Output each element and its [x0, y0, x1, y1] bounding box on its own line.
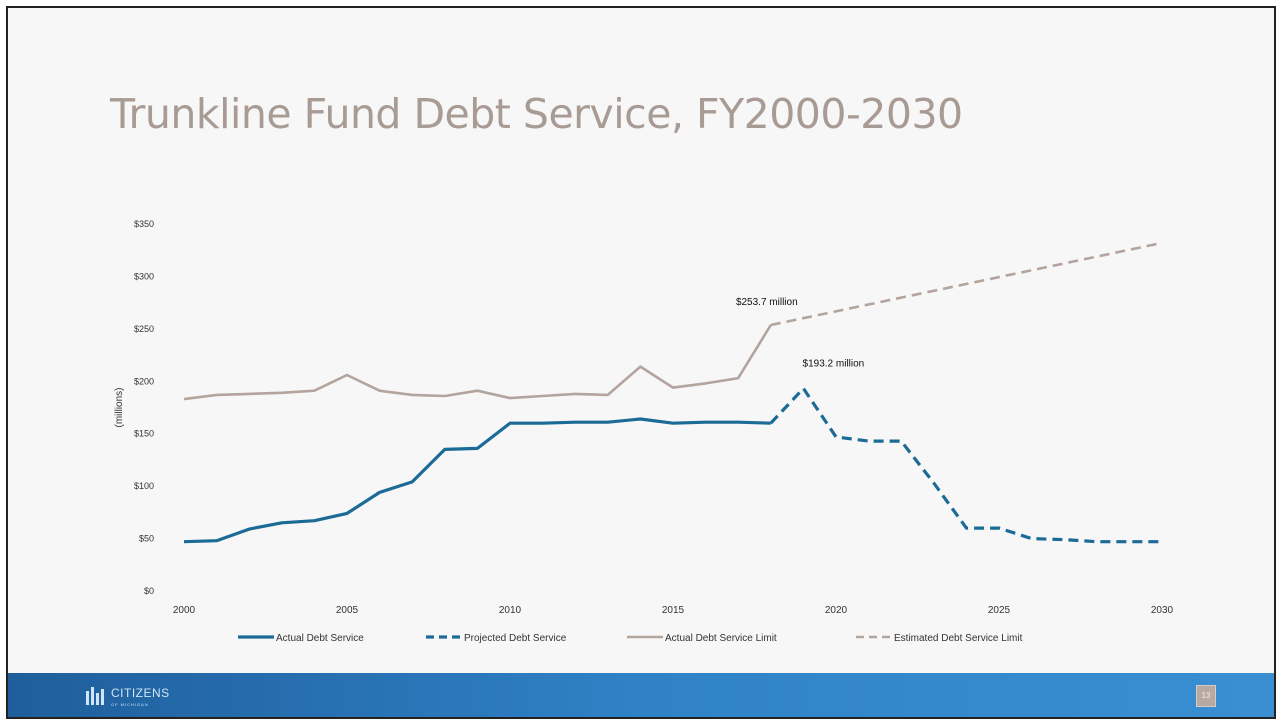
series-line-actual-debt-service-limit — [183, 324, 772, 401]
citizens-logo: CITIZENS OF MICHIGAN — [84, 681, 170, 709]
x-tick-label: 2010 — [499, 605, 522, 616]
y-tick-label: $250 — [134, 324, 154, 334]
x-tick-label: 2015 — [662, 605, 685, 616]
y-tick-label: $200 — [134, 376, 154, 386]
legend-entry: Projected Debt Service — [464, 633, 567, 644]
page-number-badge: 13 — [1196, 685, 1216, 707]
slide: Trunkline Fund Debt Service, FY2000-2030… — [6, 6, 1276, 719]
slide-title: Trunkline Fund Debt Service, FY2000-2030 — [110, 90, 963, 138]
data-label-annotation: $253.7 million — [736, 297, 798, 308]
y-axis-label: (millions) — [114, 388, 125, 428]
logo-subtext: OF MICHIGAN — [111, 701, 149, 707]
debt-service-chart: $0 $50 $100 $150 $200 $250 $300 $350 (millions) 2… — [114, 219, 1174, 644]
citizens-logo-icon — [86, 687, 104, 705]
y-tick-label: $0 — [144, 586, 154, 596]
x-tick-label: 2020 — [825, 605, 848, 616]
series-line-actual-debt-service — [183, 417, 771, 544]
y-tick-label: $150 — [134, 429, 154, 439]
y-tick-label: $350 — [134, 219, 154, 229]
legend-entry: Actual Debt Service Limit — [665, 633, 777, 644]
footer-bar: CITIZENS OF MICHIGAN 13 — [8, 673, 1274, 717]
y-tick-label: $100 — [134, 481, 154, 491]
y-tick-label: $300 — [134, 271, 154, 281]
x-tick-label: 2000 — [173, 605, 196, 616]
x-tick-label: 2030 — [1151, 605, 1174, 616]
series-line-estimated-debt-service-limit — [770, 241, 1163, 327]
x-tick-label: 2005 — [336, 605, 359, 616]
legend-entry: Actual Debt Service — [276, 633, 364, 644]
legend-entry: Estimated Debt Service Limit — [894, 633, 1023, 644]
logo-text: CITIZENS — [111, 685, 170, 700]
y-tick-label: $50 — [139, 534, 154, 544]
x-tick-label: 2025 — [988, 605, 1011, 616]
data-label-annotation: $193.2 million — [803, 358, 865, 369]
series-line-projected-debt-service — [769, 386, 1162, 544]
